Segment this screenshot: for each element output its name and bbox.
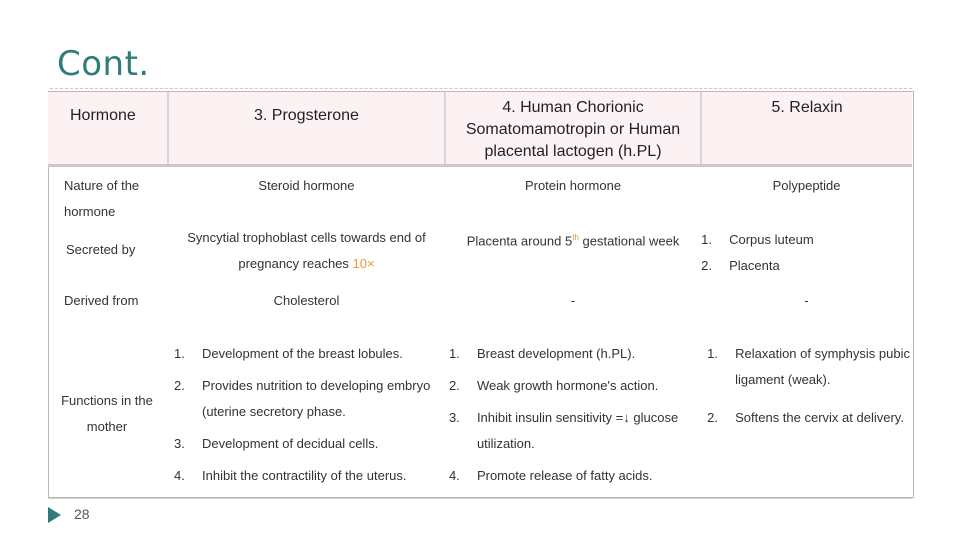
list-item: 1. Development of the breast lobules. [174,346,403,361]
derived-progesterone: Cholesterol [273,293,340,308]
secreted-hcs-sup: th [572,233,579,242]
functions-progesterone-list: 1. Development of the breast lobules. 2. P… [168,336,445,489]
header-progesterone: 3. Progsterone [253,107,359,124]
list-item: 3. Development of decidual cells. [174,436,379,451]
header-cell-progesterone: 3. Progsterone [167,92,445,167]
list-item: 2. Provides nutrition to developing embry… [174,378,431,419]
row-label-nature-cell: Nature of the hormone [48,166,168,226]
list-item: 1. Corpus luteum [701,232,814,247]
nature-progesterone: Steroid hormone [258,178,355,193]
list-item: 2. Placenta [701,258,780,273]
table-row-derived: Derived from Cholesterol - - [48,286,912,336]
functions-relaxin-list: 1. Relaxation of symphysis pubic ligament… [701,336,912,431]
functions-hcs-list: 1. Breast development (h.PL). 2. Weak grow… [445,336,701,489]
table-row-functions: Functions in the mother 1. Development of… [48,336,912,491]
page-number: 28 [74,506,90,522]
functions-relaxin-cell: 1. Relaxation of symphysis pubic ligament… [701,336,912,491]
table-row-secreted: Secreted by Syncytial trophoblast cells … [48,225,912,286]
header-cell-relaxin: 5. Relaxin [700,92,912,167]
header-cell-hormone: Hormone [48,92,168,167]
derived-relaxin: - [804,293,809,308]
row-label-nature: Nature of the hormone [64,178,140,219]
secreted-hcs-cell: Placenta around 5th gestational week [445,225,701,286]
row-label-functions: Functions in the mother [61,392,153,434]
secreted-progesterone-factor: 10× [352,256,375,271]
list-item: 1. Relaxation of symphysis pubic ligament… [707,346,910,387]
list-item: 1. Breast development (h.PL). [448,346,636,361]
hormone-table: Hormone 3. Progsterone 4. Human Chorioni… [48,92,912,491]
list-item: 3. Inhibit insulin sensitivity =↓ glucose… [448,410,679,451]
secreted-progesterone-line2: pregnancy reaches [238,256,353,271]
functions-progesterone-cell: 1. Development of the breast lobules. 2. P… [168,336,445,491]
header-hcs: 4. Human Chorionic Somatomamotropin or H… [465,99,681,160]
table-row-nature: Nature of the hormone Steroid hormone Pr… [48,166,912,226]
row-label-functions-cell: Functions in the mother [48,336,168,491]
list-item: 2. Weak growth hormone's action. [448,378,659,393]
title-divider [50,88,912,89]
footer-divider [48,498,912,499]
secreted-progesterone-line1: Syncytial trophoblast cells towards end … [187,230,426,245]
slide-title: Cont. [57,44,150,84]
secreted-relaxin-cell: 1. Corpus luteum 2. Placenta [701,225,912,286]
header-relaxin: 5. Relaxin [771,99,843,116]
nature-hcs: Protein hormone [524,178,622,193]
list-item: 4. Inhibit the contractility of the uteru… [174,468,407,483]
list-item: 4. Promote release of fatty acids. [448,468,653,483]
derived-hcs: - [570,293,576,308]
header-hormone: Hormone [70,107,136,124]
header-cell-hcs: 4. Human Chorionic Somatomamotropin or H… [443,92,702,167]
row-label-derived: Derived from [64,293,139,308]
slide-arrow-icon [48,507,61,523]
list-item: 2. Softens the cervix at delivery. [707,410,904,425]
secreted-hcs-text-a: Placenta around 5 [466,233,573,249]
row-label-secreted: Secreted by [66,242,136,257]
secreted-hcs-text-b: gestational week [578,233,680,249]
secreted-progesterone-cell: Syncytial trophoblast cells towards end … [168,225,445,286]
row-label-secreted-cell: Secreted by [48,225,168,286]
functions-hcs-cell: 1. Breast development (h.PL). 2. Weak grow… [445,336,701,491]
nature-relaxin: Polypeptide [772,178,841,193]
secreted-relaxin-list: 1. Corpus luteum 2. Placenta [701,225,912,279]
header-row: Hormone 3. Progsterone 4. Human Chorioni… [48,92,912,167]
row-label-derived-cell: Derived from [48,286,168,336]
table-frame [48,91,914,498]
